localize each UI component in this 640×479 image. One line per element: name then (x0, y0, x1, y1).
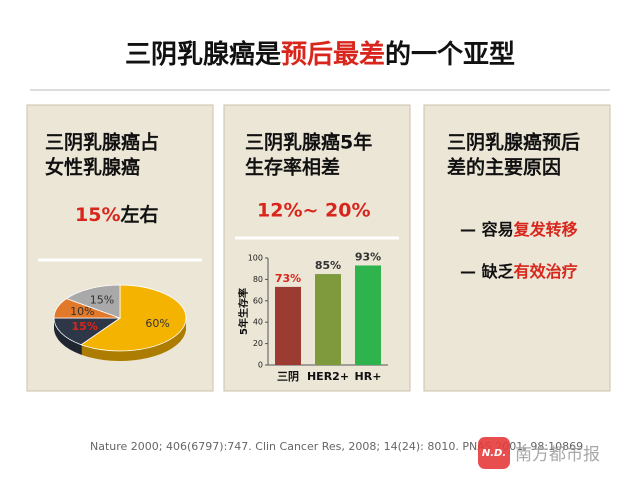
y-tick-label: 100 (248, 254, 263, 263)
panel-stat: 15%左右 (75, 203, 159, 226)
title-text: 的一个亚型 (385, 39, 515, 70)
title-highlight: 预后最差 (281, 39, 385, 70)
bullet-highlight: 有效治疗 (514, 262, 578, 281)
watermark-text: 南方都市报 (515, 445, 600, 465)
panel-heading: 三阴乳腺癌占 (45, 131, 159, 154)
bar (355, 265, 381, 365)
y-tick-label: 80 (253, 275, 263, 284)
pie-label: 10% (70, 305, 94, 318)
title-text: 三阴乳腺癌是 (125, 39, 281, 70)
x-tick-label: HER2+ (307, 370, 349, 383)
y-tick-label: 0 (258, 361, 263, 370)
pie-label: 60% (145, 317, 169, 330)
pie-label: 15% (72, 320, 98, 333)
panel-heading: 生存率相差 (245, 156, 340, 179)
panel-heading: 女性乳腺癌 (45, 156, 140, 179)
panel-stat: 12%~ 20% (257, 200, 371, 222)
bar-value-label: 85% (315, 259, 341, 272)
bullet-highlight: 复发转移 (513, 220, 578, 239)
pie-slice (53, 317, 122, 346)
panel (423, 104, 611, 392)
watermark-logo (478, 437, 510, 469)
pie-slice (80, 284, 187, 352)
bar (315, 274, 341, 365)
x-tick-label: 三阴 (277, 369, 299, 383)
watermark-logo-text: N.D. (482, 448, 506, 459)
bullet: — 缺乏有效治疗 (460, 262, 578, 281)
bar-value-label: 73% (275, 272, 301, 285)
citation: Nature 2000; 406(6797):747. Clin Cancer … (90, 440, 583, 453)
x-tick-label: HR+ (355, 370, 382, 383)
bullet-text: — 容易 (460, 220, 514, 239)
bullet: — 容易复发转移 (460, 220, 578, 239)
y-tick-label: 20 (253, 339, 263, 348)
y-tick-label: 40 (253, 318, 263, 327)
stat-text: 左右 (120, 203, 158, 226)
panel-heading: 三阴乳腺癌5年 (245, 131, 372, 154)
panel-heading: 差的主要原因 (447, 156, 561, 179)
pie-label: 15% (90, 293, 114, 306)
bar (275, 286, 301, 365)
panel-heading: 三阴乳腺癌预后 (447, 131, 580, 154)
bar-value-label: 93% (355, 250, 381, 263)
bullet-text: — 缺乏 (460, 262, 514, 281)
y-tick-label: 60 (253, 296, 263, 305)
stat-highlight: 15% (75, 204, 120, 226)
y-axis-label: 5年生存率 (237, 288, 250, 335)
slide-title: 三阴乳腺癌是预后最差的一个亚型 (125, 39, 515, 70)
pie-slice (65, 284, 121, 319)
